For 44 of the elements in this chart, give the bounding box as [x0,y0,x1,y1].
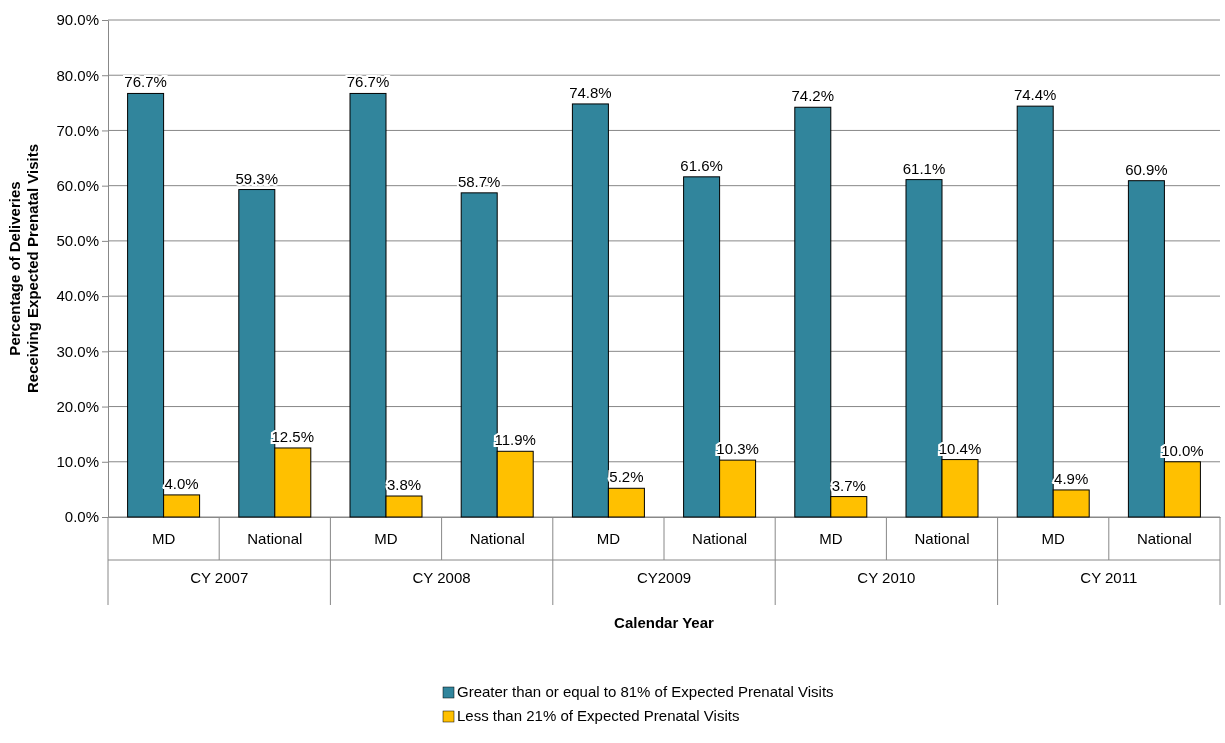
text: CY2009 [636,569,692,586]
x-tick-label: MD [1041,530,1066,547]
legend-label: Greater than or equal to 81% of Expected Prenatal Visits [457,683,834,700]
data-label: 61.6% [680,156,723,174]
data-label: 61.1% [902,159,946,177]
text: CY 2011 [1080,569,1138,586]
data-label: 58.7% [457,172,501,190]
data-label: 76.7% [346,73,390,91]
y-tick-label: 70.0% [56,121,99,139]
y-tick-label: 40.0% [56,287,99,305]
x-tick-label: National [692,530,748,547]
y-tick-label: 90.0% [56,11,99,29]
y-tick-label: 20.0% [56,397,99,415]
data-label: 4.9% [1054,469,1089,487]
data-label: 5.2% [609,468,644,486]
data-label: 74.4% [1013,86,1057,104]
y-tick-label: 50.0% [56,232,99,250]
x-tick-label: MD [596,530,621,547]
x-tick-label: National [247,530,303,547]
x-tick-label: MD [819,530,843,547]
data-label: 4.0% [164,474,199,492]
x-axis-title: Calendar Year [614,614,715,631]
data-label: 76.7% [124,73,167,91]
y-tick-label: 80.0% [56,66,99,84]
data-label: 74.8% [569,83,612,101]
data-label: 3.7% [831,476,866,494]
x-tick-label: National [1136,530,1192,547]
data-label: 3.8% [386,476,422,494]
x-tick-label: National [914,530,970,547]
data-label: 59.3% [235,169,279,187]
y-tick-label: 30.0% [56,342,99,360]
y-tick-label: 60.0% [56,176,99,194]
y-tick-label: 10.0% [56,453,99,471]
data-label: 60.9% [1125,160,1168,178]
data-label: 74.2% [791,87,835,105]
text: CY 2007 [190,569,249,586]
y-tick-label: 0.0% [64,508,99,526]
x-tick-label: MD [151,530,176,547]
text: CY 2010 [857,569,916,586]
text: CY 2008 [412,569,471,586]
legend-label: Less than 21% of Expected Prenatal Visits [457,707,740,724]
x-tick-label: National [469,530,525,547]
x-tick-label: MD [374,530,398,547]
y-axis-title: Percentage of Deliveries Receiving Expected Prenatal Visits [6,143,41,394]
